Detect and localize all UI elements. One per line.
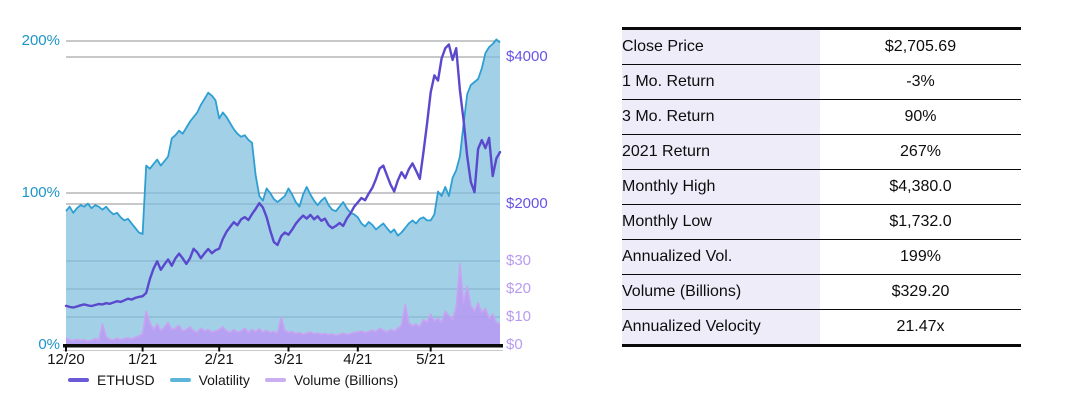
- metric-value: $2,705.69: [820, 28, 1021, 65]
- legend-swatch-icon: [68, 378, 89, 382]
- table-row: 1 Mo. Return -3%: [622, 64, 1021, 100]
- x-axis-line: [63, 344, 503, 348]
- metric-label: 1 Mo. Return: [622, 64, 820, 100]
- metric-value: 90%: [820, 99, 1021, 135]
- legend-label: Volatility: [198, 372, 250, 388]
- price-usd-axis-label: $4000: [506, 48, 548, 65]
- metrics-table: Close Price $2,705.69 1 Mo. Return -3% 3 Mo.…: [622, 27, 1021, 347]
- legend-item-ethusd: ETHUSD: [68, 372, 155, 388]
- legend-label: ETHUSD: [97, 372, 155, 388]
- metric-value: $329.20: [820, 274, 1021, 310]
- legend-item-volume-billions: Volume (Billions): [264, 372, 399, 388]
- volume-billions-axis-label: $10: [506, 308, 531, 325]
- volume-billions-axis-label: $0: [506, 336, 523, 353]
- metric-label: Monthly Low: [622, 204, 820, 240]
- x-tick-label: 3/21: [274, 351, 303, 368]
- left-axis-label: 100%: [22, 184, 60, 201]
- left-axis-label: 0%: [38, 336, 60, 353]
- metric-value: 267%: [820, 134, 1021, 170]
- metric-label: Annualized Velocity: [622, 309, 820, 346]
- price-usd-axis-label: $2000: [506, 195, 548, 212]
- metric-value: 21.47x: [820, 309, 1021, 346]
- metrics-table-body: Close Price $2,705.69 1 Mo. Return -3% 3 Mo.…: [622, 28, 1021, 346]
- volatility-line: [65, 38, 501, 237]
- metric-label: 2021 Return: [622, 134, 820, 170]
- table-row: Volume (Billions) $329.20: [622, 274, 1021, 310]
- x-tick-label: 1/21: [128, 351, 157, 368]
- metric-label: 3 Mo. Return: [622, 99, 820, 135]
- chart-legend: ETHUSD Volatility Volume (Billions): [68, 372, 398, 388]
- table-row: Close Price $2,705.69: [622, 28, 1021, 65]
- x-tick: [218, 347, 221, 352]
- legend-item-volatility: Volatility: [169, 372, 250, 388]
- legend-swatch-icon: [169, 378, 191, 382]
- x-tick-label: 2/21: [205, 351, 234, 368]
- x-tick-label: 4/21: [343, 351, 372, 368]
- metric-value: $4,380.0: [820, 169, 1021, 205]
- volume-billions-line: [65, 262, 501, 342]
- legend-label: Volume (Billions): [293, 372, 399, 388]
- x-tick: [141, 347, 144, 352]
- x-tick: [287, 347, 290, 352]
- x-tick: [429, 347, 432, 352]
- volume-billions-axis-label: $30: [506, 252, 531, 269]
- eth-chart-svg: 12/20 1/21 2/21 3/21 4/21 5/21 0% 100% 200% $2000…: [22, 32, 548, 368]
- volume-billions-axis-label: $20: [506, 280, 531, 297]
- table-row: Annualized Velocity 21.47x: [622, 309, 1021, 346]
- metric-value: $1,732.0: [820, 204, 1021, 240]
- table-row: 3 Mo. Return 90%: [622, 99, 1021, 135]
- eth-chart: 12/20 1/21 2/21 3/21 4/21 5/21 0% 100% 200% $2000…: [22, 32, 548, 388]
- metric-label: Monthly High: [622, 169, 820, 205]
- ethusd-line: [64, 43, 502, 309]
- legend-swatch-icon: [264, 378, 286, 382]
- table-row: Monthly High $4,380.0: [622, 169, 1021, 205]
- table-row: Annualized Vol. 199%: [622, 239, 1021, 275]
- table-row: 2021 Return 267%: [622, 134, 1021, 170]
- x-tick-label: 5/21: [416, 351, 445, 368]
- metric-value: -3%: [820, 64, 1021, 100]
- volume-billions-area: [66, 263, 500, 345]
- x-tick: [65, 347, 67, 352]
- x-tick: [356, 347, 359, 352]
- table-row: Monthly Low $1,732.0: [622, 204, 1021, 240]
- metric-label: Volume (Billions): [622, 274, 820, 310]
- metric-value: 199%: [820, 239, 1021, 275]
- volatility-area: [66, 39, 500, 345]
- x-tick-label: 12/20: [47, 351, 85, 368]
- metric-label: Close Price: [622, 28, 820, 65]
- metric-label: Annualized Vol.: [622, 239, 820, 275]
- left-axis-label: 200%: [22, 32, 60, 49]
